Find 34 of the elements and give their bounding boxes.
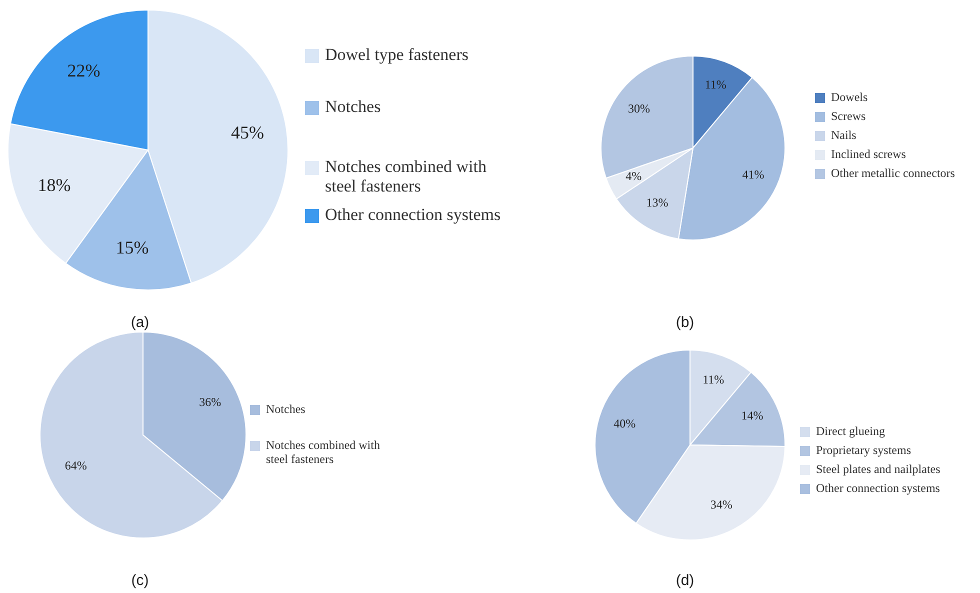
- text: (b): [676, 314, 694, 331]
- legend-label: Notches combined with steel fasteners: [266, 438, 380, 466]
- data-label: 15%: [116, 238, 149, 258]
- data-label: 18%: [38, 175, 71, 196]
- legend-label: Nails: [831, 128, 857, 142]
- data-label: 22%: [67, 60, 100, 80]
- data-label: 4%: [626, 169, 642, 184]
- legend-label: Other metallic connectors: [831, 166, 956, 180]
- data-label: 41%: [742, 167, 764, 182]
- legend-label: Other connection systems: [325, 204, 501, 224]
- legend-label: Dowels: [831, 90, 868, 104]
- legend-label: Screws: [831, 108, 866, 123]
- legend-label: Inclined screws: [831, 146, 906, 161]
- legend-label: Notches combined with steel fasteners: [325, 156, 487, 196]
- text: (d): [676, 572, 694, 589]
- data-label: 40%: [614, 416, 636, 430]
- data-label: 64%: [64, 458, 87, 472]
- legend-label: Other connection systems: [816, 480, 940, 495]
- legend-label: Proprietary systems: [816, 442, 912, 457]
- data-label: 36%: [199, 395, 222, 410]
- legend-label: Direct glueing: [816, 424, 885, 438]
- text: (c): [131, 572, 149, 589]
- data-label: 11%: [704, 78, 726, 92]
- text: (a): [130, 314, 150, 331]
- legend-label: Notches: [266, 402, 306, 416]
- data-label: 11%: [702, 372, 724, 386]
- data-label: 34%: [710, 498, 732, 512]
- legend-label: Dowel type fasteners: [325, 44, 469, 64]
- data-label: 14%: [741, 408, 764, 422]
- legend-label: Steel plates and nailplates: [816, 462, 941, 476]
- data-label: 13%: [646, 195, 668, 210]
- legend-label: Notches: [325, 96, 381, 116]
- data-label: 45%: [231, 122, 264, 142]
- data-label: 30%: [628, 101, 650, 116]
